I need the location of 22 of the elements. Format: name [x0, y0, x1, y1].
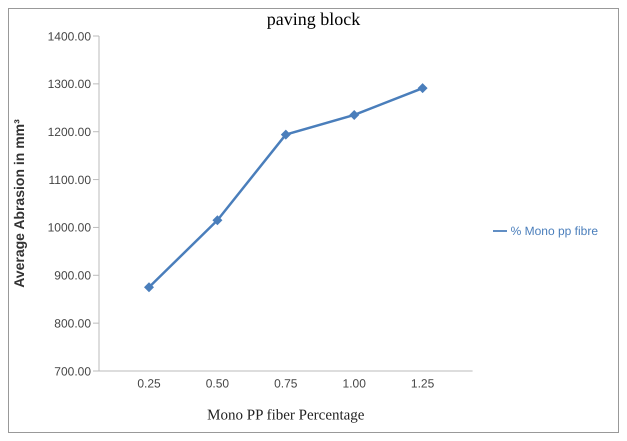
- x-tick-label: 1.00: [342, 376, 366, 391]
- legend-label: % Mono pp fibre: [510, 224, 598, 238]
- point: [144, 282, 154, 292]
- y-tick-label: 1100.00: [48, 172, 92, 187]
- point: [418, 83, 428, 94]
- chart-title: paving block: [266, 9, 362, 31]
- point: [280, 130, 291, 140]
- y-tick-label: 800.00: [54, 316, 92, 330]
- y-tick-label: 1200.00: [48, 124, 92, 139]
- y-tick-label: 1300.00: [48, 77, 92, 92]
- x-axis-title: Mono PP fiber Percentage: [207, 408, 365, 424]
- y-tick-label: 1400.00: [48, 29, 92, 44]
- x-tick-label: 0.50: [206, 376, 230, 391]
- x-tick-label: 0.75: [274, 376, 298, 391]
- x-tick-label: 1.25: [410, 376, 435, 391]
- point: [212, 215, 222, 226]
- y-axis-title: Average Abrasion in mm³: [10, 118, 27, 288]
- point: [349, 110, 360, 120]
- y-tick-label: 700.00: [54, 364, 92, 378]
- y-tick-label: 1000.00: [48, 220, 92, 235]
- y-tick-label: 900.00: [54, 268, 92, 283]
- x-tick-label: 0.25: [137, 376, 161, 391]
